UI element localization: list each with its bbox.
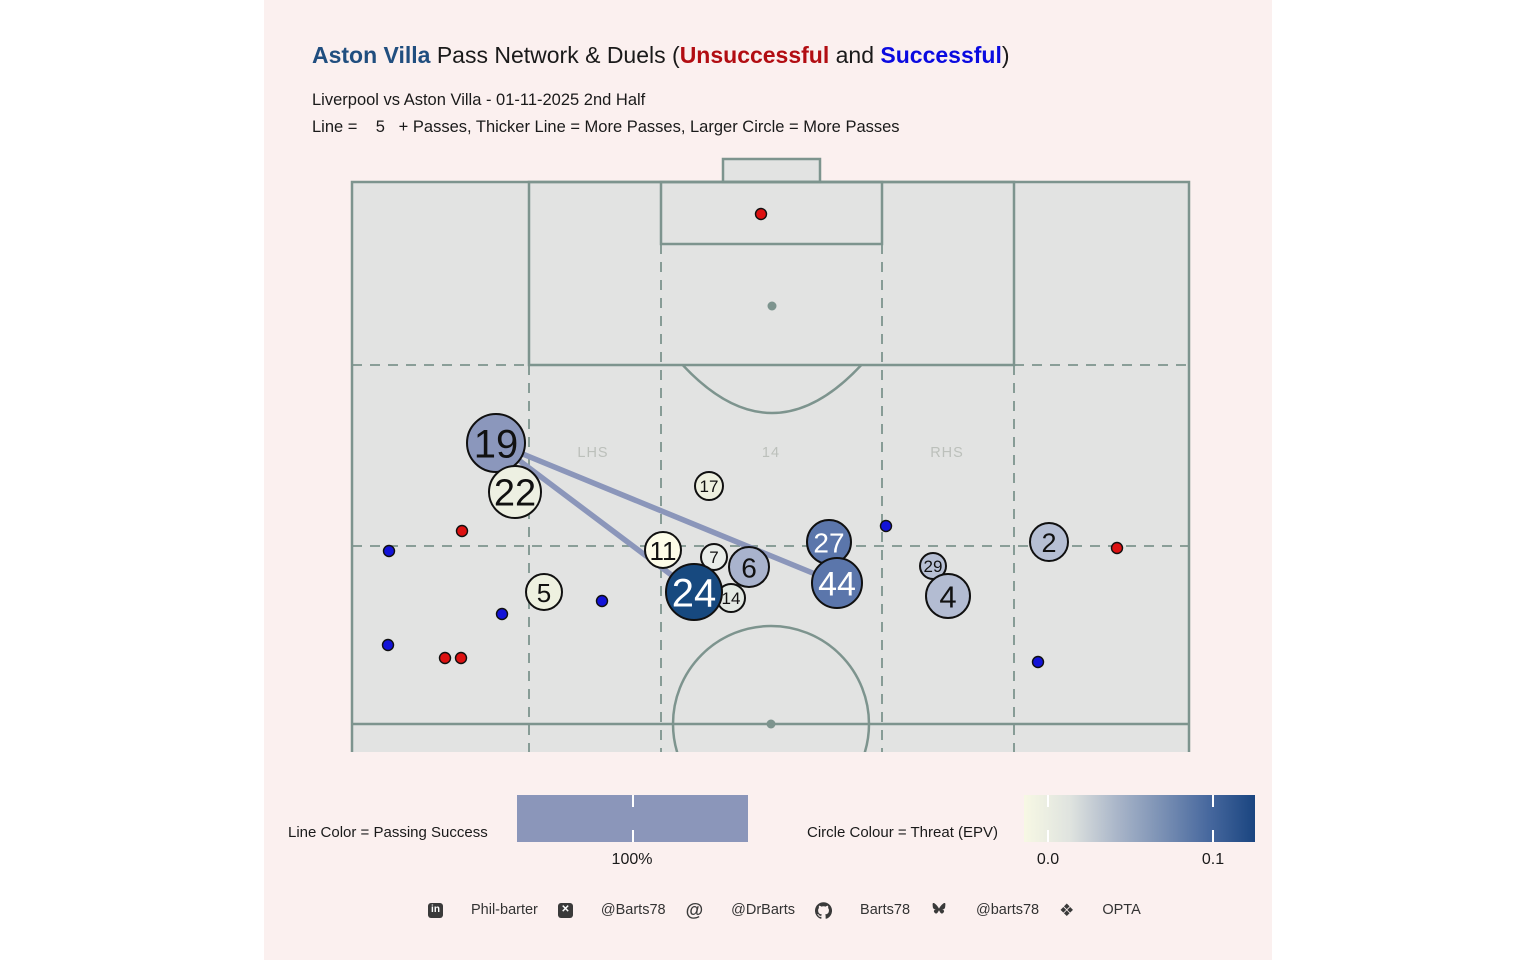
player-node-label-27: 27 xyxy=(813,528,844,559)
duel-dots xyxy=(381,207,1124,669)
credit-label: Phil-barter xyxy=(471,902,538,918)
credit-linkedin: in Phil-barter xyxy=(428,902,538,918)
duel-unsuccessful-dot xyxy=(754,207,768,221)
player-node-24 xyxy=(665,563,723,621)
title-successful: Successful xyxy=(880,42,1002,68)
duel-successful-dot xyxy=(382,544,396,558)
player-node-label-7: 7 xyxy=(709,548,718,567)
duel-successful-dot xyxy=(495,607,509,621)
pitch-surface xyxy=(352,182,1189,752)
bluesky-icon xyxy=(932,903,946,914)
zone-label-14: 14 xyxy=(762,445,780,461)
player-node-5 xyxy=(525,573,563,611)
player-node-2 xyxy=(1029,522,1069,562)
credit-label: @barts78 xyxy=(976,902,1040,918)
duel-unsuccessful-dot xyxy=(455,524,469,538)
title-middle: Pass Network & Duels ( xyxy=(430,42,680,68)
duel-successful-dot xyxy=(1031,655,1045,669)
six-yard-box xyxy=(659,180,884,246)
credit-mastodon: @ @DrBarts xyxy=(686,901,795,919)
duel-successful-dot xyxy=(595,594,609,608)
epv-bar-tick-max xyxy=(1211,795,1214,807)
legend-subtitle: Line = 5 + Passes, Thicker Line = More P… xyxy=(312,118,900,136)
match-subtitle: Liverpool vs Aston Villa - 01-11-2025 2n… xyxy=(312,91,646,109)
duel-unsuccessful-dot xyxy=(454,651,468,665)
penalty-arc xyxy=(681,364,863,415)
credit-x: ✕ @Barts78 xyxy=(557,902,666,918)
credit-opta: ❖ OPTA xyxy=(1059,902,1141,919)
epv-bar-tick-min xyxy=(1047,830,1050,842)
player-node-11 xyxy=(644,531,682,569)
player-node-44 xyxy=(811,557,863,609)
x-icon: ✕ xyxy=(557,902,573,918)
epv-color-bar xyxy=(1024,795,1255,842)
player-node-19 xyxy=(466,413,526,473)
line-color-legend-label: Line Color = Passing Success xyxy=(288,824,488,841)
epv-tick-max-label: 0.1 xyxy=(1201,851,1225,868)
line-color-bar xyxy=(517,795,748,842)
line-bar-tick-label: 100% xyxy=(611,851,653,868)
title-team: Aston Villa xyxy=(312,42,431,68)
player-node-label-11: 11 xyxy=(650,536,677,566)
zone-label-LHS: LHS xyxy=(577,445,608,461)
player-node-label-17: 17 xyxy=(700,477,719,496)
center-spot xyxy=(766,719,776,729)
epv-legend-label: Circle Colour = Threat (EPV) xyxy=(807,824,999,841)
pass-edge-19-44 xyxy=(493,440,840,586)
line-bar-tick xyxy=(631,830,634,842)
credit-label: @DrBarts xyxy=(731,902,796,918)
title-and: and xyxy=(829,42,881,68)
credit-github: Barts78 xyxy=(815,901,911,919)
zone-labels: LHS 14 RHS xyxy=(577,445,964,461)
player-node-6 xyxy=(728,546,770,588)
player-node-4 xyxy=(925,573,971,619)
duel-successful-dot xyxy=(879,519,893,533)
mastodon-icon: @ xyxy=(685,900,704,920)
credit-label: Barts78 xyxy=(860,902,911,918)
player-node-label-4: 4 xyxy=(939,580,956,615)
player-node-label-6: 6 xyxy=(741,553,757,584)
epv-bar-tick-min xyxy=(1047,795,1050,807)
line-bar-tick xyxy=(631,795,634,807)
goal-box xyxy=(721,157,822,184)
player-node-22 xyxy=(488,465,542,519)
zone-label-RHS: RHS xyxy=(930,445,964,461)
player-node-label-22: 22 xyxy=(494,473,536,515)
player-node-label-24: 24 xyxy=(672,572,717,616)
credit-bluesky: @barts78 xyxy=(930,902,1039,918)
credit-label: @Barts78 xyxy=(600,902,666,918)
credit-label: OPTA xyxy=(1102,902,1141,918)
player-node-label-44: 44 xyxy=(818,565,856,603)
github-icon xyxy=(815,901,832,919)
duel-successful-dot xyxy=(381,638,395,652)
duel-unsuccessful-dot xyxy=(438,651,452,665)
penalty-spot xyxy=(767,301,777,311)
credits-bar: in Phil-barter ✕ @Barts78 @ @DrBarts Bar… xyxy=(428,901,1141,919)
epv-tick-min-label: 0.0 xyxy=(1036,851,1060,868)
player-node-label-29: 29 xyxy=(924,557,943,576)
player-node-label-5: 5 xyxy=(537,578,551,608)
player-node-7 xyxy=(700,543,728,571)
page-title: Aston Villa Pass Network & Duels (Unsucc… xyxy=(312,42,1010,69)
player-node-label-14: 14 xyxy=(722,589,741,608)
player-node-17 xyxy=(694,471,724,501)
player-node-label-2: 2 xyxy=(1041,528,1056,558)
title-close: ) xyxy=(1001,42,1010,68)
linkedin-icon: in xyxy=(428,902,443,918)
dropbox-icon: ❖ xyxy=(1059,900,1075,920)
duel-unsuccessful-dot xyxy=(1110,541,1124,555)
title-unsuccessful: Unsuccessful xyxy=(679,42,830,68)
zone-grid xyxy=(352,244,1189,752)
epv-bar-tick-max xyxy=(1211,830,1214,842)
player-node-label-19: 19 xyxy=(474,423,519,467)
